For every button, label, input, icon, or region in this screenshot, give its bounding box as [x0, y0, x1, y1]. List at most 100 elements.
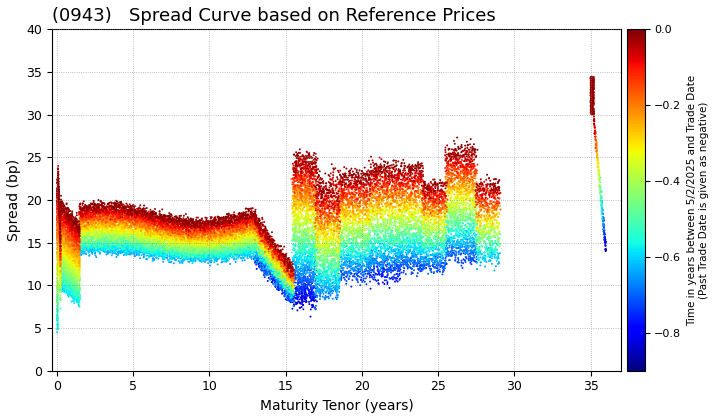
Point [176, 224, 188, 231]
Point [269, 252, 280, 258]
Point [255, 243, 266, 250]
Point [175, 227, 186, 234]
Point [140, 224, 152, 231]
Point [595, 193, 606, 199]
Point [73, 285, 84, 292]
Point [59, 282, 71, 289]
Point [178, 243, 189, 249]
Point [54, 242, 66, 249]
Point [331, 225, 343, 231]
Point [382, 196, 393, 203]
Point [73, 211, 85, 218]
Point [66, 215, 77, 222]
Point [233, 218, 245, 224]
Point [234, 240, 246, 247]
Point [360, 171, 372, 178]
Point [270, 250, 282, 257]
Point [285, 287, 297, 294]
Point [81, 219, 92, 226]
Point [112, 239, 124, 246]
Point [120, 230, 131, 237]
Point [99, 233, 110, 240]
Point [364, 264, 375, 271]
Point [151, 230, 163, 236]
Point [449, 195, 460, 202]
Point [56, 244, 68, 250]
Point [327, 202, 338, 209]
Point [420, 214, 432, 220]
Point [112, 248, 124, 255]
Point [243, 240, 254, 247]
Point [222, 249, 234, 255]
Point [94, 208, 105, 215]
Point [292, 243, 304, 249]
Point [125, 245, 136, 252]
Point [328, 196, 340, 202]
Point [66, 230, 78, 237]
Point [446, 151, 457, 158]
Point [158, 243, 170, 250]
Point [73, 264, 85, 270]
Point [141, 222, 153, 228]
Point [260, 224, 271, 231]
Point [469, 216, 481, 223]
Point [114, 214, 126, 220]
Point [52, 231, 63, 238]
Point [251, 229, 263, 236]
Point [71, 284, 83, 291]
Point [391, 224, 402, 231]
Point [66, 223, 77, 230]
Point [431, 252, 442, 259]
Point [87, 218, 99, 225]
Point [276, 274, 287, 281]
Point [173, 217, 184, 223]
Point [200, 222, 212, 229]
Point [426, 237, 438, 244]
Point [320, 201, 331, 207]
Point [153, 219, 164, 226]
Point [206, 214, 217, 220]
Point [341, 196, 352, 202]
Point [210, 244, 222, 251]
Point [462, 189, 474, 196]
Point [425, 203, 436, 210]
Point [428, 248, 439, 255]
Point [55, 239, 67, 245]
Point [364, 220, 375, 227]
Point [287, 241, 299, 247]
Point [430, 264, 441, 270]
Point [67, 223, 78, 229]
Point [297, 186, 308, 192]
Point [60, 255, 72, 262]
Point [199, 231, 210, 238]
Point [310, 166, 321, 173]
Point [53, 179, 64, 186]
Point [302, 260, 313, 267]
Point [145, 244, 156, 250]
Point [97, 242, 109, 249]
Point [314, 279, 325, 286]
Point [225, 232, 237, 239]
Point [157, 234, 168, 240]
Point [57, 239, 68, 246]
Point [470, 198, 482, 205]
Point [73, 283, 85, 289]
Point [431, 195, 442, 202]
Point [285, 271, 297, 278]
Point [117, 246, 128, 253]
Point [80, 211, 91, 218]
Point [58, 247, 70, 254]
Point [52, 212, 63, 218]
Point [158, 227, 169, 234]
Point [213, 220, 225, 227]
Point [156, 206, 168, 213]
Point [288, 151, 300, 158]
Point [137, 209, 148, 215]
Point [53, 260, 65, 266]
Point [58, 207, 70, 214]
Point [445, 204, 456, 211]
Point [157, 244, 168, 251]
Point [51, 306, 63, 312]
Point [259, 245, 271, 252]
Point [223, 225, 235, 231]
